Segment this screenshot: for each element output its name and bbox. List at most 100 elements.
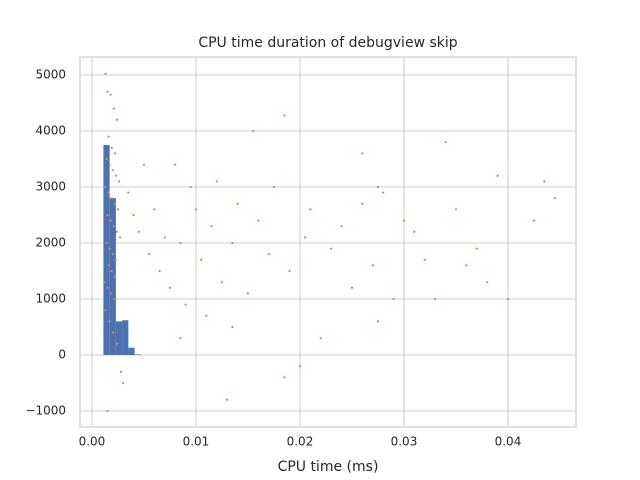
scatter-point: [267, 253, 270, 256]
scatter-point: [283, 114, 286, 117]
scatter-point: [116, 208, 120, 211]
scatter-point: [423, 258, 426, 261]
scatter-point: [434, 297, 437, 301]
scatter-point: [392, 297, 395, 301]
scatter-point: [108, 320, 111, 323]
y-tick-label: 2000: [35, 235, 66, 249]
scatter-point: [340, 225, 343, 228]
histogram-bar: [128, 347, 135, 355]
scatter-point: [114, 174, 117, 177]
scatter-point: [496, 174, 499, 177]
scatter-point: [246, 292, 250, 295]
scatter-point: [113, 275, 116, 278]
histogram-bar: [109, 198, 116, 355]
scatter-point: [189, 185, 192, 189]
scatter-point: [117, 180, 121, 183]
scatter-point: [103, 281, 106, 284]
scatter-point: [112, 107, 115, 110]
chart-title: CPU time duration of debugview skip: [198, 35, 457, 51]
scatter-point: [376, 185, 380, 189]
scatter-point: [115, 230, 119, 233]
scatter-point: [113, 202, 116, 205]
scatter-point: [376, 320, 380, 323]
scatter-point: [361, 202, 364, 205]
scatter-point: [382, 191, 385, 194]
scatter-point: [106, 409, 109, 413]
scatter-point: [106, 90, 109, 93]
histogram-bar: [134, 354, 141, 355]
scatter-point: [298, 365, 302, 368]
scatter-point: [122, 381, 125, 385]
scatter-point: [288, 269, 291, 273]
scatter-point: [112, 297, 115, 301]
scatter-point: [272, 185, 276, 189]
scatter-point: [465, 264, 468, 267]
scatter-point: [106, 286, 109, 289]
scatter-point: [184, 303, 187, 306]
histogram-bar: [115, 321, 123, 355]
histogram-bar: [122, 320, 129, 355]
scatter-point: [119, 370, 123, 373]
scatter-point: [350, 286, 354, 289]
scatter-point: [132, 213, 135, 217]
scatter-point: [532, 219, 536, 222]
scatter-point: [486, 281, 489, 284]
histogram-bar: [103, 144, 110, 355]
scatter-point: [319, 337, 322, 340]
scatter-point: [158, 269, 161, 273]
x-tick-label: 0.04: [495, 435, 522, 449]
scatter-point: [371, 264, 374, 267]
scatter-point: [174, 163, 177, 166]
scatter-point: [330, 247, 333, 250]
scatter-point: [107, 264, 110, 267]
scatter-point: [104, 72, 107, 75]
scatter-point: [111, 253, 114, 256]
scatter-point: [231, 325, 234, 329]
scatter-point: [110, 146, 113, 149]
scatter-point: [109, 93, 112, 96]
y-tick-label: 5000: [35, 67, 66, 81]
scatter-point: [205, 314, 208, 317]
scatter-point: [111, 331, 114, 334]
scatter-point: [107, 135, 110, 138]
scatter-point: [215, 180, 218, 183]
scatter-point: [127, 191, 130, 194]
scatter-point: [553, 197, 556, 200]
scatter-point: [283, 376, 286, 379]
scatter-point: [226, 398, 229, 401]
scatter-point: [110, 197, 113, 200]
scatter-point: [112, 225, 115, 228]
x-tick-label: 0.00: [79, 435, 106, 449]
x-tick-label: 0.02: [287, 435, 314, 449]
scatter-point: [402, 219, 406, 222]
scatter-point: [210, 225, 213, 228]
plot-frame: [79, 56, 577, 428]
x-axis-label: CPU time (ms): [278, 459, 379, 475]
scatter-point: [104, 185, 107, 189]
scatter-point: [106, 213, 109, 217]
scatter-point: [114, 258, 117, 261]
scatter-point: [118, 236, 122, 239]
scatter-point: [108, 247, 111, 250]
scatter-point: [179, 241, 182, 245]
scatter-point: [163, 236, 166, 239]
scatter-point: [111, 169, 114, 172]
y-tick-label: −1000: [25, 403, 66, 417]
scatter-point: [104, 309, 107, 312]
scatter-point: [115, 342, 119, 345]
y-tick-label: 4000: [35, 123, 66, 137]
y-tick-label: 1000: [35, 291, 66, 305]
scatter-point: [148, 253, 151, 256]
scatter-point: [236, 202, 239, 205]
scatter-point: [252, 129, 255, 133]
scatter-point: [309, 208, 312, 211]
scatter-point: [137, 230, 140, 233]
scatter-point: [413, 230, 416, 233]
scatter-point: [194, 208, 198, 211]
scatter-point: [475, 247, 478, 250]
scatter-point: [506, 297, 510, 301]
scatter-point: [105, 241, 108, 245]
scatter-point: [444, 141, 447, 144]
scatter-point: [109, 219, 112, 222]
